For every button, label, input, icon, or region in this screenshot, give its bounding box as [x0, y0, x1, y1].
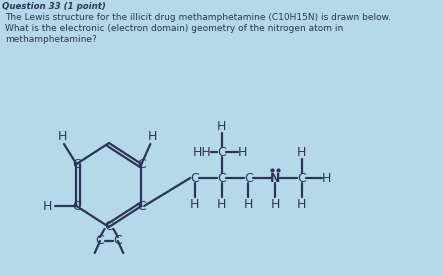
Text: H: H — [270, 198, 280, 211]
Text: C: C — [137, 200, 146, 213]
Text: C: C — [217, 145, 226, 158]
Text: C: C — [137, 158, 146, 171]
Text: H: H — [43, 200, 52, 213]
Text: N: N — [270, 171, 280, 184]
Text: H: H — [244, 198, 253, 211]
Text: What is the electronic (electron domain) geometry of the nitrogen atom in: What is the electronic (electron domain)… — [5, 24, 344, 33]
Text: C: C — [244, 171, 253, 184]
Text: C: C — [217, 171, 226, 184]
Text: H: H — [190, 198, 199, 211]
Text: H: H — [321, 171, 330, 184]
Text: C: C — [72, 158, 81, 171]
Text: C: C — [190, 171, 199, 184]
Text: C: C — [72, 200, 81, 213]
Text: H: H — [297, 145, 307, 158]
Text: The Lewis structure for the illicit drug methamphetamine (C10H15N) is drawn belo: The Lewis structure for the illicit drug… — [5, 13, 391, 22]
Text: H: H — [237, 145, 247, 158]
Text: H: H — [297, 198, 307, 211]
Text: C: C — [113, 235, 122, 248]
Text: H: H — [217, 120, 226, 132]
Text: C: C — [96, 235, 105, 248]
Text: H: H — [58, 131, 67, 144]
Text: Question 33 (1 point): Question 33 (1 point) — [2, 2, 106, 11]
Text: C: C — [105, 221, 113, 233]
Text: methamphetamine?: methamphetamine? — [5, 35, 97, 44]
Text: C: C — [298, 171, 306, 184]
Text: HH: HH — [192, 145, 211, 158]
Text: H: H — [148, 131, 157, 144]
Text: H: H — [217, 198, 226, 211]
